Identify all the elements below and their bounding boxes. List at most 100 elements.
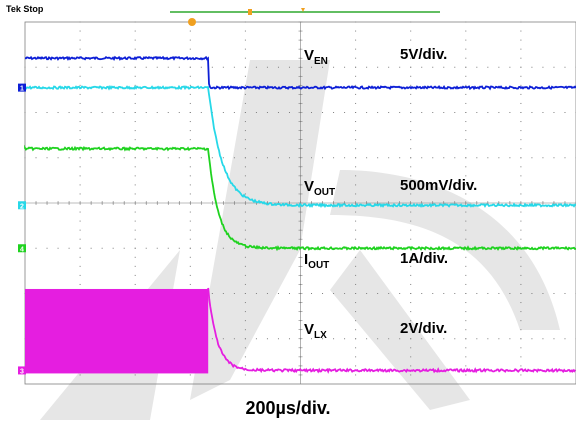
grid-dot: [487, 338, 488, 339]
grid-dot: [410, 293, 411, 294]
grid-dot: [520, 67, 521, 68]
grid-dot: [190, 175, 191, 176]
grid-dot: [432, 112, 433, 113]
grid-dot: [190, 239, 191, 240]
grid-dot: [245, 347, 246, 348]
grid-dot: [377, 338, 378, 339]
grid-dot: [212, 157, 213, 158]
record-bar-window: [248, 9, 252, 15]
grid-dot: [212, 248, 213, 249]
grid-dot: [520, 175, 521, 176]
grid-dot: [190, 212, 191, 213]
timebase-label: 200µs/div.: [0, 398, 576, 419]
grid-dot: [190, 103, 191, 104]
grid-dot: [454, 112, 455, 113]
grid-dot: [80, 85, 81, 86]
grid-dot: [465, 311, 466, 312]
grid-dot: [520, 284, 521, 285]
grid-dot: [410, 356, 411, 357]
trace-scale-vlx: 2V/div.: [400, 320, 447, 337]
grid-dot: [520, 58, 521, 59]
grid-dot: [377, 112, 378, 113]
grid-dot: [135, 67, 136, 68]
grid-dot: [465, 221, 466, 222]
grid-dot: [245, 356, 246, 357]
grid-dot: [410, 284, 411, 285]
grid-dot: [80, 130, 81, 131]
trigger-marker: [188, 18, 196, 26]
grid-dot: [322, 112, 323, 113]
grid-dot: [102, 67, 103, 68]
grid-dot: [289, 157, 290, 158]
grid-dot: [377, 67, 378, 68]
channel-marker-iout-number: 4: [20, 246, 24, 253]
grid-dot: [553, 338, 554, 339]
grid-dot: [498, 67, 499, 68]
grid-dot: [399, 112, 400, 113]
grid-dot: [135, 130, 136, 131]
grid-dot: [520, 302, 521, 303]
grid-dot: [245, 148, 246, 149]
grid-dot: [124, 67, 125, 68]
grid-dot: [410, 221, 411, 222]
grid-dot: [168, 112, 169, 113]
grid-dot: [465, 121, 466, 122]
grid-dot: [366, 338, 367, 339]
grid-dot: [355, 139, 356, 140]
grid-dot: [388, 293, 389, 294]
grid-dot: [410, 103, 411, 104]
grid-dot: [245, 175, 246, 176]
grid-dot: [410, 112, 411, 113]
grid-dot: [498, 338, 499, 339]
grid-dot: [553, 157, 554, 158]
grid-dot: [80, 49, 81, 50]
grid-dot: [223, 157, 224, 158]
grid-dot: [520, 166, 521, 167]
grid-dot: [168, 67, 169, 68]
grid-dot: [465, 94, 466, 95]
grid-dot: [410, 22, 411, 23]
trace-label-ven-subscript: EN: [314, 56, 328, 67]
grid-dot: [410, 230, 411, 231]
grid-dot: [113, 112, 114, 113]
grid-dot: [520, 103, 521, 104]
grid-dot: [355, 266, 356, 267]
grid-dot: [135, 221, 136, 222]
grid-dot: [289, 293, 290, 294]
grid-dot: [135, 257, 136, 258]
grid-dot: [520, 94, 521, 95]
grid-dot: [333, 112, 334, 113]
grid-dot: [520, 356, 521, 357]
grid-dot: [355, 230, 356, 231]
grid-dot: [355, 67, 356, 68]
grid-dot: [509, 293, 510, 294]
grid-dot: [245, 22, 246, 23]
grid-dot: [91, 112, 92, 113]
grid-dot: [410, 365, 411, 366]
grid-dot: [245, 329, 246, 330]
grid-dot: [476, 112, 477, 113]
grid-dot: [135, 184, 136, 185]
grid-dot: [135, 76, 136, 77]
grid-dot: [267, 293, 268, 294]
grid-dot: [410, 130, 411, 131]
trace-scale-ven: 5V/div.: [400, 46, 447, 63]
grid-dot: [465, 49, 466, 50]
grid-dot: [190, 130, 191, 131]
grid-dot: [465, 356, 466, 357]
grid-dot: [355, 103, 356, 104]
grid-dot: [454, 157, 455, 158]
grid-dot: [245, 94, 246, 95]
grid-dot: [454, 338, 455, 339]
grid-dot: [531, 157, 532, 158]
grid-dot: [443, 338, 444, 339]
grid-dot: [190, 221, 191, 222]
grid-dot: [201, 67, 202, 68]
grid-dot: [102, 112, 103, 113]
grid-dot: [465, 40, 466, 41]
grid-dot: [190, 67, 191, 68]
grid-dot: [520, 121, 521, 122]
grid-dot: [520, 347, 521, 348]
grid-dot: [465, 148, 466, 149]
grid-dot: [157, 67, 158, 68]
